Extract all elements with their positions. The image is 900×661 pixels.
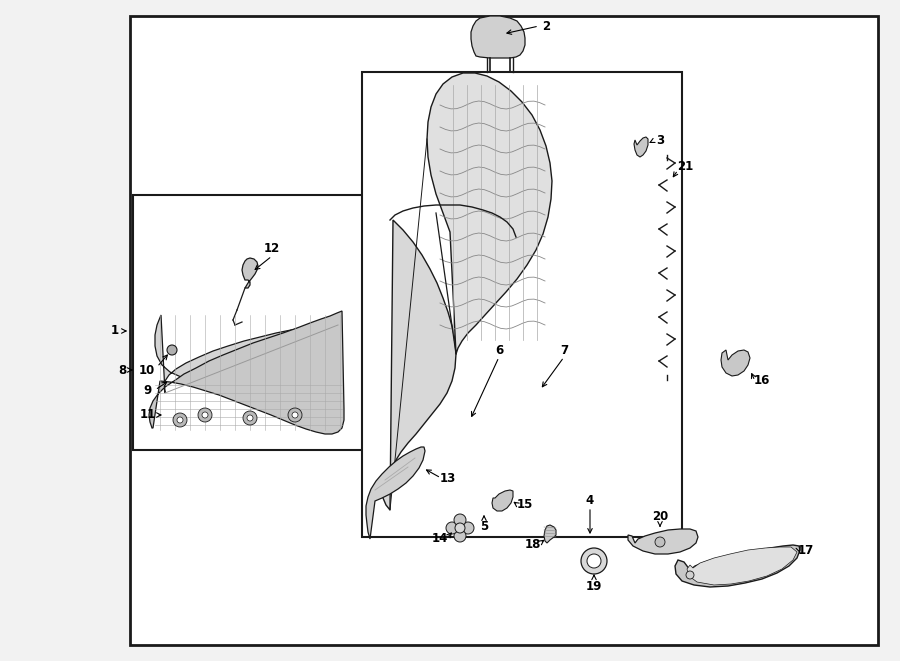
- Circle shape: [173, 413, 187, 427]
- Text: 19: 19: [586, 580, 602, 592]
- Text: 13: 13: [440, 471, 456, 485]
- Polygon shape: [628, 529, 698, 554]
- Text: 4: 4: [586, 494, 594, 506]
- Circle shape: [587, 554, 601, 568]
- Circle shape: [686, 571, 694, 579]
- Circle shape: [455, 523, 465, 533]
- Bar: [362, 72, 682, 537]
- Text: 14: 14: [432, 531, 448, 545]
- Text: 6: 6: [495, 344, 503, 356]
- Circle shape: [655, 537, 665, 547]
- Circle shape: [454, 514, 466, 526]
- Polygon shape: [366, 447, 425, 539]
- Polygon shape: [155, 315, 339, 393]
- Text: 1: 1: [111, 325, 119, 338]
- Text: 9: 9: [144, 383, 152, 397]
- Polygon shape: [382, 220, 456, 510]
- Circle shape: [202, 412, 208, 418]
- Text: 2: 2: [542, 20, 550, 32]
- Circle shape: [581, 548, 607, 574]
- Circle shape: [462, 522, 474, 534]
- Polygon shape: [675, 545, 800, 587]
- Polygon shape: [634, 137, 648, 157]
- Circle shape: [243, 411, 257, 425]
- Text: 15: 15: [517, 498, 533, 512]
- Text: 17: 17: [798, 543, 814, 557]
- Text: 10: 10: [139, 364, 155, 377]
- Polygon shape: [492, 490, 513, 511]
- Text: 5: 5: [480, 520, 488, 533]
- Circle shape: [167, 345, 177, 355]
- Polygon shape: [427, 73, 552, 354]
- Polygon shape: [687, 547, 797, 585]
- Circle shape: [247, 415, 253, 421]
- Polygon shape: [471, 16, 525, 58]
- Circle shape: [177, 417, 183, 423]
- Circle shape: [454, 530, 466, 542]
- Text: 3: 3: [656, 134, 664, 147]
- Text: 7: 7: [560, 344, 568, 356]
- Circle shape: [446, 522, 458, 534]
- Circle shape: [288, 408, 302, 422]
- Text: 16: 16: [754, 375, 770, 387]
- Text: 8: 8: [118, 364, 126, 377]
- Polygon shape: [544, 525, 556, 543]
- Circle shape: [198, 408, 212, 422]
- Polygon shape: [149, 311, 344, 434]
- Text: 18: 18: [525, 539, 541, 551]
- Bar: [133, 195, 410, 450]
- Bar: [130, 16, 878, 645]
- Text: 12: 12: [264, 241, 280, 254]
- Text: 21: 21: [677, 159, 693, 173]
- Text: 20: 20: [652, 510, 668, 522]
- Polygon shape: [721, 350, 750, 376]
- Text: 11: 11: [140, 408, 156, 422]
- Polygon shape: [242, 258, 258, 288]
- Circle shape: [292, 412, 298, 418]
